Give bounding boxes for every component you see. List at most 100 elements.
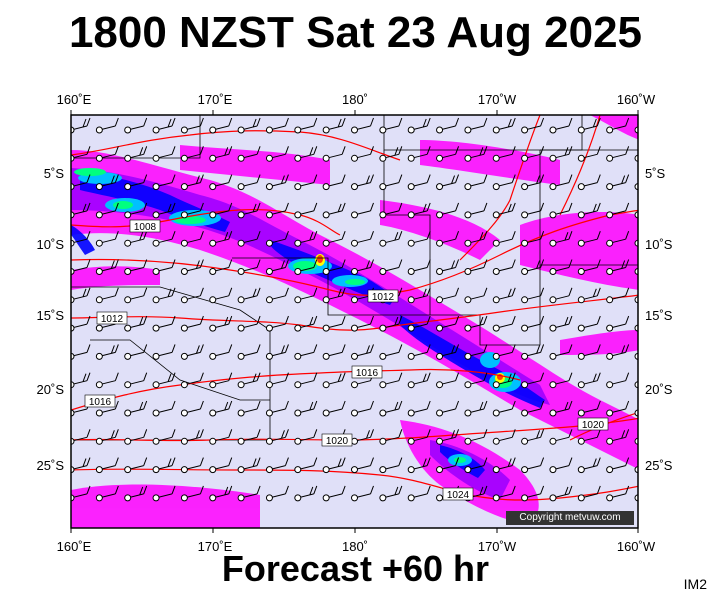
wind-barb xyxy=(637,355,638,357)
station-marker xyxy=(152,154,160,162)
station-marker xyxy=(322,466,330,474)
station-marker xyxy=(95,324,103,332)
station-marker xyxy=(265,466,273,474)
station-marker xyxy=(464,239,472,247)
station-marker xyxy=(549,126,557,134)
station-marker xyxy=(351,494,358,502)
station-marker xyxy=(436,381,444,389)
station-marker xyxy=(95,211,103,219)
station-marker xyxy=(577,381,585,389)
lat-label: 10˚S xyxy=(37,237,65,252)
lat-label: 5˚S xyxy=(44,166,65,181)
station-marker xyxy=(152,437,160,445)
isobar-label: 1012 xyxy=(372,292,395,303)
wind-barb xyxy=(637,270,638,272)
isobar-labels: 1008 1012 1012 1016 1016 1020 1020 1024 xyxy=(84,219,609,501)
station-marker xyxy=(322,239,330,247)
station-marker xyxy=(436,324,444,332)
station-marker xyxy=(95,409,103,417)
station-marker xyxy=(464,296,472,304)
station-marker xyxy=(606,324,614,332)
station-marker xyxy=(606,466,614,474)
station-marker xyxy=(379,183,387,191)
station-marker xyxy=(577,437,585,445)
station-marker xyxy=(209,324,217,332)
station-marker xyxy=(407,494,415,502)
station-marker xyxy=(436,352,444,360)
station-marker xyxy=(124,494,132,502)
station-marker xyxy=(407,437,415,445)
station-marker xyxy=(407,183,415,191)
station-marker xyxy=(606,183,614,191)
station-marker xyxy=(436,466,444,474)
station-marker xyxy=(152,296,160,304)
station-marker xyxy=(407,381,415,389)
station-marker xyxy=(521,239,529,247)
station-marker xyxy=(577,494,585,502)
station-marker xyxy=(549,381,557,389)
isobar-label: 1016 xyxy=(356,368,379,379)
station-marker xyxy=(124,154,132,162)
lon-label: 160˚W xyxy=(617,539,656,554)
station-marker xyxy=(322,409,330,417)
station-marker xyxy=(152,126,160,134)
station-marker xyxy=(464,126,472,134)
station-marker xyxy=(322,183,330,191)
station-marker xyxy=(464,211,472,219)
station-marker xyxy=(379,466,387,474)
station-marker xyxy=(606,154,614,162)
station-marker xyxy=(209,409,217,417)
station-marker xyxy=(237,437,245,445)
station-marker xyxy=(351,239,358,247)
isobar-label: 1020 xyxy=(582,420,605,431)
station-marker xyxy=(577,296,585,304)
station-marker xyxy=(180,296,188,304)
station-marker xyxy=(464,183,472,191)
station-marker xyxy=(407,296,415,304)
station-marker xyxy=(407,409,415,417)
station-marker xyxy=(124,381,132,389)
station-marker xyxy=(124,296,132,304)
station-marker xyxy=(294,154,302,162)
station-marker xyxy=(265,296,273,304)
station-marker xyxy=(237,211,245,219)
lon-label: 170˚W xyxy=(478,539,517,554)
station-marker xyxy=(209,239,217,247)
station-marker xyxy=(294,466,302,474)
wind-barb xyxy=(637,412,638,413)
station-marker xyxy=(407,154,415,162)
station-marker xyxy=(606,494,614,502)
station-marker xyxy=(606,381,614,389)
lat-label: 15˚S xyxy=(645,308,673,323)
station-marker xyxy=(322,296,330,304)
station-marker xyxy=(265,268,273,275)
station-marker xyxy=(549,466,557,474)
station-marker xyxy=(464,324,472,332)
station-marker xyxy=(209,494,217,502)
station-marker xyxy=(464,352,472,360)
station-marker xyxy=(407,466,415,474)
station-marker xyxy=(95,183,103,191)
lon-labels-bottom: 160˚E 170˚E 180˚ 170˚W 160˚W xyxy=(57,539,656,554)
wind-barbs xyxy=(71,117,638,502)
station-marker xyxy=(577,324,585,332)
station-marker xyxy=(294,126,302,134)
station-marker xyxy=(209,183,217,191)
station-marker xyxy=(351,268,358,275)
station-marker xyxy=(577,154,585,162)
lat-label: 20˚S xyxy=(37,382,65,397)
station-marker xyxy=(152,352,160,360)
station-marker xyxy=(180,211,188,219)
station-marker xyxy=(265,409,273,417)
station-marker xyxy=(95,494,103,502)
station-marker xyxy=(407,268,415,275)
station-marker xyxy=(265,494,273,502)
station-marker xyxy=(95,352,103,360)
station-marker xyxy=(351,466,358,474)
station-marker xyxy=(152,183,160,191)
station-marker xyxy=(577,268,585,275)
station-marker xyxy=(265,437,273,445)
station-marker xyxy=(436,211,444,219)
lon-label: 170˚E xyxy=(198,539,233,554)
station-marker xyxy=(265,381,273,389)
